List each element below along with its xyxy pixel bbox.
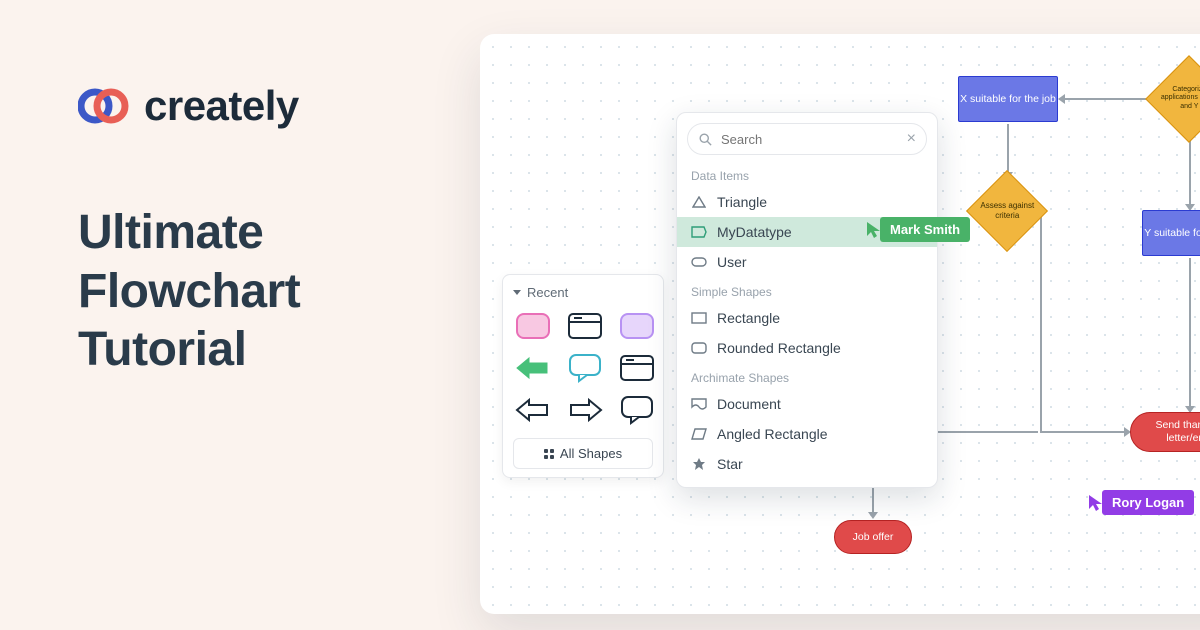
page-title: Ultimate Flowchart Tutorial <box>78 204 438 380</box>
document-icon <box>691 397 707 411</box>
process-x-suitable[interactable]: X suitable for the job <box>958 76 1058 122</box>
brand-name: creately <box>144 82 299 130</box>
edge <box>1189 258 1191 410</box>
item-label: Triangle <box>717 194 767 210</box>
group-label: Archimate Shapes <box>677 363 937 389</box>
parallelogram-icon <box>691 427 707 441</box>
section-text: Recent <box>527 285 568 300</box>
all-shapes-button[interactable]: All Shapes <box>513 438 653 469</box>
cursor-label: Mark Smith <box>880 217 970 242</box>
rect-icon <box>691 311 707 325</box>
recent-section-label[interactable]: Recent <box>513 285 653 300</box>
search-icon <box>698 132 713 147</box>
search-input[interactable] <box>721 132 899 147</box>
edge <box>1040 210 1042 432</box>
canvas-card: Categorize applications into X and Y X s… <box>480 34 1200 614</box>
process-y-suitable[interactable]: Y suitable for the job <box>1142 210 1200 256</box>
node-label: Job offer <box>853 531 894 544</box>
shapes-panel: Recent All Shapes <box>502 274 664 478</box>
decision-categorize[interactable]: Categorize applications into X and Y <box>1145 55 1200 143</box>
all-shapes-label: All Shapes <box>560 446 622 461</box>
shape-grid <box>513 310 653 426</box>
brand-logo: creately <box>78 82 438 130</box>
grid-icon <box>544 449 554 459</box>
search-popover: × Data Items Triangle MyDatatype User Simple… <box>676 112 938 488</box>
item-label: Rounded Rectangle <box>717 340 841 356</box>
node-label: Categorize applications into X and Y <box>1159 86 1200 111</box>
item-label: Rectangle <box>717 310 780 326</box>
shape-thumb-card[interactable] <box>617 352 657 384</box>
item-label: Angled Rectangle <box>717 426 828 442</box>
search-row: × <box>687 123 927 155</box>
decision-assess-1[interactable]: Assess against criteria <box>966 170 1048 252</box>
terminal-thankyou[interactable]: Send thank you letter/email <box>1130 412 1200 452</box>
shape-thumb-card[interactable] <box>565 310 605 342</box>
shape-thumb-speech[interactable] <box>617 394 657 426</box>
search-item-triangle[interactable]: Triangle <box>677 187 937 217</box>
search-item-angled-rectangle[interactable]: Angled Rectangle <box>677 419 937 449</box>
item-label: MyDatatype <box>717 224 792 240</box>
shape-thumb-left-arrow-outline[interactable] <box>513 394 553 426</box>
arrow-icon <box>1058 94 1065 104</box>
node-label: Send thank you letter/email <box>1131 419 1200 444</box>
item-label: Star <box>717 456 743 472</box>
edge <box>1040 431 1128 433</box>
shape-thumb-rounded-rect[interactable] <box>513 310 553 342</box>
banner-icon <box>691 225 707 239</box>
edge <box>1062 98 1152 100</box>
search-item-document[interactable]: Document <box>677 389 937 419</box>
search-item-rounded-rectangle[interactable]: Rounded Rectangle <box>677 333 937 363</box>
pill-icon <box>691 255 707 269</box>
item-label: Document <box>717 396 781 412</box>
item-label: User <box>717 254 747 270</box>
star-icon <box>691 457 707 471</box>
shape-thumb-right-arrow-outline[interactable] <box>565 394 605 426</box>
shape-thumb-speech[interactable] <box>565 352 605 384</box>
group-label: Data Items <box>677 161 937 187</box>
left-pane: creately Ultimate Flowchart Tutorial <box>78 82 438 380</box>
triangle-icon <box>691 195 707 209</box>
node-label: Y suitable for the job <box>1144 227 1200 240</box>
close-icon[interactable]: × <box>907 130 916 148</box>
search-item-star[interactable]: Star <box>677 449 937 479</box>
group-label: Simple Shapes <box>677 277 937 303</box>
shape-thumb-rounded-rect[interactable] <box>617 310 657 342</box>
search-item-user[interactable]: User <box>677 247 937 277</box>
chevron-down-icon <box>513 290 521 295</box>
edge <box>1189 134 1191 208</box>
node-label: Assess against criteria <box>979 201 1035 220</box>
cursor-label: Rory Logan <box>1102 490 1194 515</box>
collab-cursor-rory-logan: Rory Logan <box>1088 490 1194 515</box>
rounded-icon <box>691 341 707 355</box>
shape-thumb-left-arrow[interactable] <box>513 352 553 384</box>
edge <box>1007 124 1009 176</box>
terminal-joboffer[interactable]: Job offer <box>834 520 912 554</box>
collab-cursor-mark-smith: Mark Smith <box>866 217 970 242</box>
search-item-rectangle[interactable]: Rectangle <box>677 303 937 333</box>
logo-icon <box>78 86 130 126</box>
arrow-icon <box>868 512 878 519</box>
node-label: X suitable for the job <box>960 93 1056 106</box>
